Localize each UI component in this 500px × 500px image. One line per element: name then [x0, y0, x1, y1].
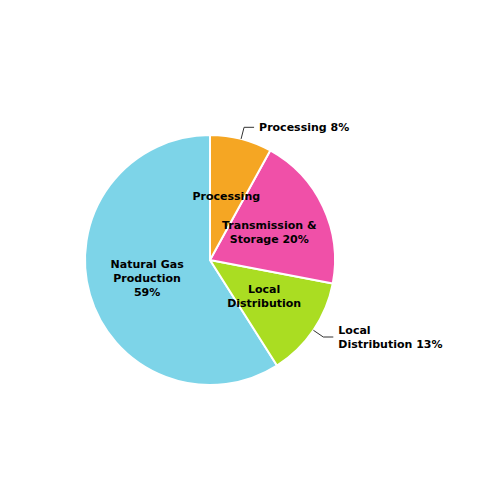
svg-text:Transmission &: Transmission & [222, 219, 317, 232]
svg-text:Production: Production [113, 272, 181, 285]
svg-text:59%: 59% [134, 286, 160, 299]
svg-text:Local: Local [248, 283, 280, 296]
svg-text:Distribution 13%: Distribution 13% [338, 338, 442, 351]
svg-text:Distribution: Distribution [227, 297, 301, 310]
svg-text:Processing 8%: Processing 8% [259, 121, 349, 134]
svg-text:Local: Local [338, 324, 370, 337]
svg-text:Storage 20%: Storage 20% [230, 233, 309, 246]
svg-text:Natural Gas: Natural Gas [111, 258, 185, 271]
svg-text:Processing: Processing [192, 190, 260, 203]
